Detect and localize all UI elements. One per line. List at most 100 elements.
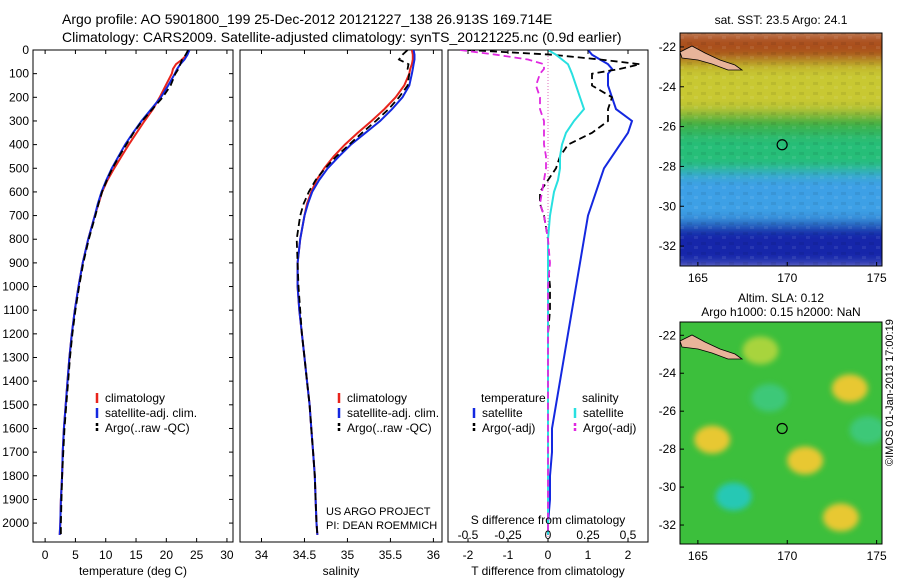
series-line-satellite-adj-clim- bbox=[296, 50, 416, 535]
map-y-tick-label: -28 bbox=[659, 442, 677, 456]
top-x-tick-label: 0.5 bbox=[620, 528, 637, 542]
legend-label: satellite-adj. clim. bbox=[105, 406, 197, 420]
x-tick-label: 30 bbox=[220, 548, 234, 562]
x-tick-label: 15 bbox=[129, 548, 143, 562]
legend-label: satellite bbox=[482, 406, 523, 420]
map-y-tick-label: -24 bbox=[659, 80, 677, 94]
sla-anomaly-blob bbox=[715, 482, 752, 511]
map-x-tick-label: 165 bbox=[688, 271, 708, 285]
map-x-tick-label: 170 bbox=[777, 549, 797, 563]
series-line-satellite-adj-clim- bbox=[58, 50, 191, 535]
x-axis-label: T difference from climatology bbox=[471, 564, 625, 578]
x-axis-label: salinity bbox=[323, 564, 360, 578]
x-tick-label: 35 bbox=[341, 548, 355, 562]
top-x-axis-label: S difference from climatology bbox=[471, 513, 626, 527]
legend-label: climatology bbox=[105, 391, 165, 405]
sla-anomaly-blob bbox=[849, 416, 882, 445]
y-tick-label: 1100 bbox=[3, 303, 29, 317]
top-x-tick-label: -0.25 bbox=[494, 528, 522, 542]
y-tick-label: 1700 bbox=[2, 445, 29, 459]
top-x-tick-label: 0.25 bbox=[576, 528, 600, 542]
temperature-profile-chart: 0 5 10 15 20 25 300100200300400500600700800900… bbox=[2, 43, 234, 578]
sla-anomaly-blob bbox=[831, 374, 868, 403]
legend-label: satellite-adj. clim. bbox=[347, 406, 439, 420]
y-tick-label: 800 bbox=[9, 232, 29, 246]
map-x-tick-label: 165 bbox=[688, 549, 708, 563]
new-caledonia-landmass bbox=[680, 45, 744, 71]
map-y-tick-label: -26 bbox=[659, 404, 677, 418]
y-tick-label: 400 bbox=[9, 138, 29, 152]
figure-title: Argo profile: AO 5901800_199 25-Dec-2012… bbox=[62, 11, 622, 45]
legend-label: climatology bbox=[347, 391, 407, 405]
y-tick-label: 300 bbox=[9, 114, 29, 128]
series-line-salinity-satellite bbox=[547, 50, 586, 535]
y-tick-label: 1200 bbox=[2, 327, 29, 341]
title-line-1: Argo profile: AO 5901800_199 25-Dec-2012… bbox=[62, 11, 552, 27]
map-x-tick-label: 170 bbox=[777, 271, 797, 285]
map-y-tick-label: -32 bbox=[659, 518, 677, 532]
argo-location-marker bbox=[776, 139, 788, 151]
x-tick-label: -2 bbox=[463, 548, 474, 562]
map-y-tick-label: -30 bbox=[659, 480, 677, 494]
x-tick-label: 5 bbox=[72, 548, 79, 562]
y-tick-label: 1000 bbox=[2, 280, 29, 294]
legend-label: Argo(..raw -QC) bbox=[347, 421, 432, 435]
map-y-tick-label: -22 bbox=[659, 328, 677, 342]
sla-map-title: Altim. SLA: 0.12 bbox=[738, 291, 824, 305]
series-line-argo-raw-qc- bbox=[295, 50, 411, 535]
x-tick-label: 36 bbox=[427, 548, 441, 562]
series-line-temperature-satellite bbox=[547, 50, 634, 535]
x-tick-label: -1 bbox=[503, 548, 514, 562]
imos-timestamp: ©IMOS 01-Jan-2013 17:00:19 bbox=[884, 319, 896, 466]
sst-map-title: sat. SST: 23.5 Argo: 24.1 bbox=[715, 13, 848, 27]
x-tick-label: 1 bbox=[585, 548, 592, 562]
sla-anomaly-blob bbox=[822, 503, 859, 532]
top-x-tick-label: -0.5 bbox=[458, 528, 479, 542]
y-tick-label: 1500 bbox=[2, 398, 29, 412]
y-tick-label: 900 bbox=[9, 256, 29, 270]
map-y-tick-label: -30 bbox=[659, 199, 677, 213]
y-tick-label: 2000 bbox=[2, 516, 29, 530]
difference-profile-chart: -2 -1 0 1 2T difference from climatology -0.5… bbox=[447, 49, 649, 578]
sla-anomaly-blob bbox=[694, 425, 731, 454]
y-tick-label: 1900 bbox=[2, 492, 29, 506]
new-caledonia-landmass bbox=[680, 334, 744, 360]
top-x-tick-label: 0 bbox=[545, 528, 552, 542]
map-y-tick-label: -26 bbox=[659, 120, 677, 134]
x-tick-label: 2 bbox=[625, 548, 632, 562]
y-tick-label: 1400 bbox=[2, 374, 29, 388]
legend-label: Argo(-adj) bbox=[482, 421, 535, 435]
x-tick-label: 25 bbox=[190, 548, 204, 562]
project-credit: US ARGO PROJECT bbox=[326, 506, 431, 518]
legend-label: Argo(..raw -QC) bbox=[105, 421, 190, 435]
legend-header-salinity: salinity bbox=[582, 391, 619, 405]
argo-location-marker bbox=[776, 422, 788, 435]
y-tick-label: 600 bbox=[9, 185, 29, 199]
y-tick-label: 500 bbox=[9, 161, 29, 175]
map-x-tick-label: 175 bbox=[867, 271, 887, 285]
x-tick-label: 20 bbox=[160, 548, 174, 562]
x-tick-label: 34.5 bbox=[293, 548, 317, 562]
x-tick-label: 0 bbox=[42, 548, 49, 562]
map-y-tick-label: -32 bbox=[659, 239, 677, 253]
legend-label: satellite bbox=[583, 406, 624, 420]
map-y-tick-label: -28 bbox=[659, 159, 677, 173]
series-line-salinity-argo-adj- bbox=[459, 50, 551, 535]
y-tick-label: 1300 bbox=[2, 351, 29, 365]
x-tick-label: 0 bbox=[545, 548, 552, 562]
x-axis-label: temperature (deg C) bbox=[79, 564, 187, 578]
map-y-tick-label: -24 bbox=[659, 366, 677, 380]
pi-credit: PI: DEAN ROEMMICH bbox=[326, 520, 437, 532]
title-line-2: Climatology: CARS2009. Satellite-adjuste… bbox=[62, 29, 622, 45]
sla-anomaly-blob bbox=[751, 383, 788, 412]
y-tick-label: 1600 bbox=[2, 421, 29, 435]
y-tick-label: 0 bbox=[22, 43, 29, 57]
x-tick-label: 35.5 bbox=[379, 548, 403, 562]
legend-label: Argo(-adj) bbox=[583, 421, 636, 435]
map-x-tick-label: 175 bbox=[867, 549, 887, 563]
sst-map: 165 170 175 -22 -24 -26 -28 -30 -32 sat. SST: 23… bbox=[659, 13, 887, 285]
y-tick-label: 700 bbox=[9, 209, 29, 223]
legend-header-temperature: temperature bbox=[481, 391, 546, 405]
y-tick-label: 100 bbox=[9, 67, 29, 81]
